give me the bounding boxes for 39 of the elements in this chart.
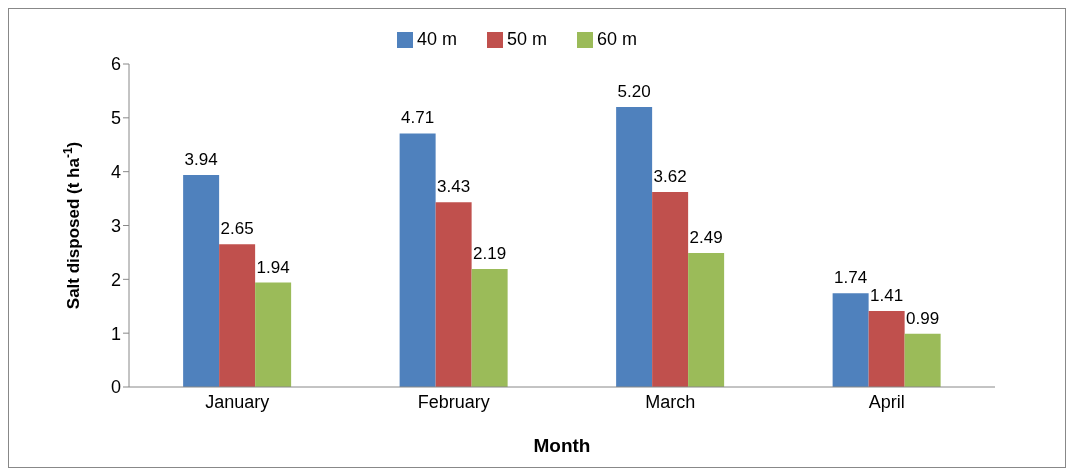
data-label: 3.43 <box>437 177 471 197</box>
y-tick-label: 0 <box>110 377 121 398</box>
y-tick-label: 1 <box>110 323 121 344</box>
bar <box>832 293 869 387</box>
x-tick-label: March <box>645 391 696 412</box>
data-label: 2.49 <box>689 227 723 247</box>
y-tick-label: 5 <box>110 108 121 129</box>
data-label: 0.99 <box>906 308 940 328</box>
bar <box>868 311 905 387</box>
y-tick-label: 4 <box>110 162 121 183</box>
data-label: 4.71 <box>401 108 435 128</box>
bar <box>183 174 220 387</box>
bar <box>652 192 689 387</box>
data-label: 2.65 <box>220 219 254 239</box>
y-tick-label: 2 <box>110 269 121 290</box>
data-label: 3.94 <box>184 149 218 169</box>
bar <box>435 202 472 387</box>
x-tick-label: April <box>868 391 905 412</box>
legend-label: 60 m <box>597 29 638 49</box>
bar <box>399 133 436 387</box>
legend-label: 40 m <box>416 29 457 49</box>
bar <box>688 252 725 387</box>
bar <box>904 333 941 387</box>
bar <box>616 107 653 387</box>
data-label: 2.19 <box>473 244 507 264</box>
x-axis-title: Month <box>533 435 591 457</box>
y-tick-label: 6 <box>110 54 121 75</box>
data-label: 3.62 <box>653 167 687 187</box>
x-tick-label: February <box>417 391 490 412</box>
data-label: 1.41 <box>870 286 904 306</box>
x-tick-label: January <box>205 391 270 412</box>
bar <box>255 282 292 387</box>
bar <box>471 269 508 387</box>
data-label: 1.94 <box>256 257 290 277</box>
data-label: 1.74 <box>834 268 868 288</box>
legend-label: 50 m <box>506 29 548 49</box>
y-tick-label: 3 <box>110 215 121 236</box>
bar <box>219 244 256 387</box>
data-label: 5.20 <box>617 82 651 102</box>
